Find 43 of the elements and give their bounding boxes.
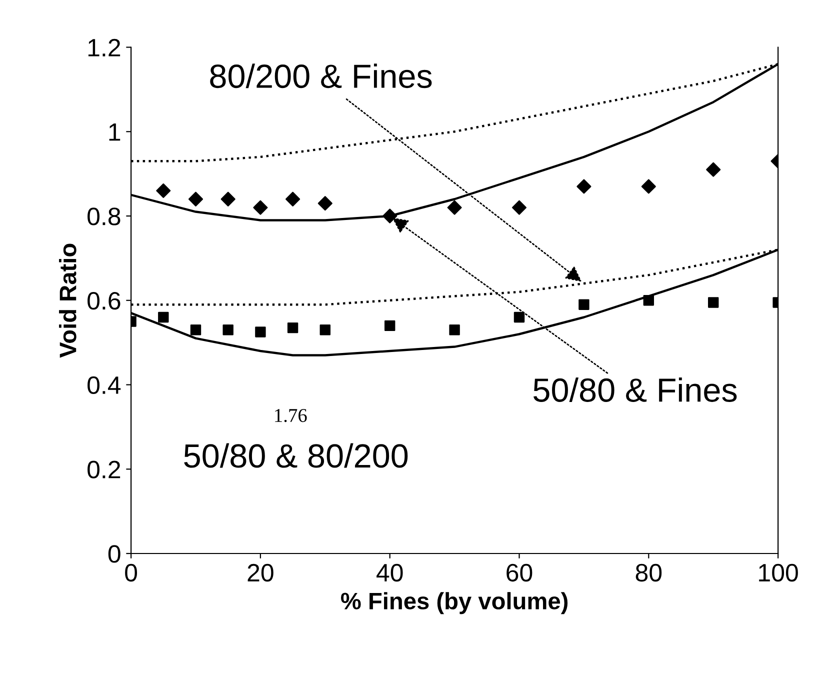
point bbox=[706, 162, 721, 177]
annotation: 1.76 bbox=[275, 409, 307, 422]
point bbox=[641, 179, 656, 194]
point bbox=[382, 208, 398, 224]
point bbox=[190, 324, 202, 336]
point bbox=[156, 183, 171, 198]
point bbox=[320, 324, 330, 336]
x-axis-title: % Fines (by volume) bbox=[341, 592, 568, 614]
point bbox=[578, 299, 590, 310]
y-tick-label: 0.8 bbox=[88, 208, 120, 226]
annotation: 50/80 & 80/200 bbox=[184, 443, 408, 468]
point bbox=[158, 312, 169, 323]
x-tick-label: 0 bbox=[125, 564, 138, 582]
point bbox=[220, 192, 236, 206]
y-tick-label: 0.2 bbox=[88, 460, 120, 478]
y-axis-title: Void Ratio bbox=[59, 244, 76, 358]
point bbox=[222, 324, 234, 336]
point bbox=[708, 297, 719, 308]
point bbox=[287, 322, 298, 334]
y-tick-label: 1 bbox=[109, 123, 120, 141]
point bbox=[318, 196, 332, 211]
point bbox=[188, 192, 204, 206]
y-tick-label: 0 bbox=[108, 545, 120, 563]
y-tick-label: 0.4 bbox=[88, 376, 121, 394]
point bbox=[512, 200, 527, 215]
y-tick-label: 1.2 bbox=[88, 38, 120, 56]
annotation: 80/200 & Fines bbox=[210, 64, 432, 88]
point bbox=[576, 179, 592, 194]
x-tick-label: 40 bbox=[376, 564, 403, 582]
point bbox=[286, 192, 300, 206]
y-tick-label: 0.6 bbox=[88, 292, 120, 310]
point bbox=[384, 320, 396, 332]
point bbox=[255, 326, 266, 338]
x-tick-label: 80 bbox=[636, 564, 662, 582]
point bbox=[643, 295, 654, 306]
point bbox=[447, 200, 462, 215]
annotation: 50/80 & Fines bbox=[534, 377, 737, 402]
x-tick-label: 60 bbox=[506, 564, 532, 582]
point bbox=[514, 312, 525, 323]
point bbox=[449, 324, 460, 336]
point bbox=[253, 200, 268, 215]
x-tick-label: 100 bbox=[759, 564, 798, 582]
x-tick-label: 20 bbox=[248, 564, 274, 582]
